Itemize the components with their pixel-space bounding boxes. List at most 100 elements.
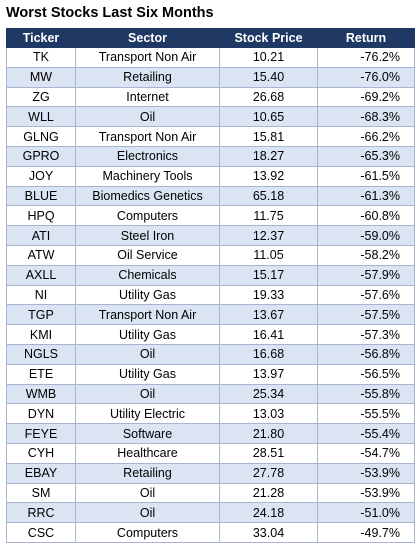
- sector-cell: Utility Gas: [75, 284, 220, 306]
- ticker-cell: TGP: [6, 304, 76, 326]
- table-row: NGLS Oil 16.68 -56.8%: [6, 343, 415, 365]
- table-row: TGP Transport Non Air 13.67 -57.5%: [6, 304, 415, 326]
- return-cell: -57.5%: [317, 304, 415, 326]
- sector-cell: Retailing: [75, 66, 220, 88]
- table-row: AXLL Chemicals 15.17 -57.9%: [6, 264, 415, 286]
- ticker-cell: MW: [6, 66, 76, 88]
- ticker-cell: JOY: [6, 165, 76, 187]
- ticker-cell: EBAY: [6, 462, 76, 484]
- ticker-cell: GLNG: [6, 126, 76, 147]
- ticker-cell: TK: [6, 47, 76, 68]
- return-cell: -76.0%: [317, 66, 415, 88]
- return-cell: -69.2%: [317, 86, 415, 108]
- sector-cell: Oil: [75, 482, 220, 504]
- ticker-cell: CYH: [6, 442, 76, 464]
- ticker-cell: WMB: [6, 383, 76, 405]
- return-cell: -56.8%: [317, 343, 415, 365]
- sector-cell: Oil: [75, 383, 220, 405]
- column-header-return[interactable]: Return: [317, 28, 415, 48]
- return-cell: -68.3%: [317, 106, 415, 128]
- ticker-cell: KMI: [6, 324, 76, 345]
- table-row: NI Utility Gas 19.33 -57.6%: [6, 284, 415, 306]
- sector-cell: Software: [75, 423, 220, 444]
- ticker-cell: HPQ: [6, 205, 76, 227]
- sector-cell: Transport Non Air: [75, 304, 220, 326]
- table-row: GPRO Electronics 18.27 -65.3%: [6, 145, 415, 167]
- price-cell: 10.65: [219, 106, 318, 128]
- price-cell: 33.04: [219, 522, 318, 543]
- price-cell: 65.18: [219, 185, 318, 207]
- table-row: ETE Utility Gas 13.97 -56.5%: [6, 363, 415, 385]
- sector-cell: Oil Service: [75, 244, 220, 266]
- price-cell: 18.27: [219, 145, 318, 167]
- price-cell: 15.40: [219, 66, 318, 88]
- table-row: CYH Healthcare 28.51 -54.7%: [6, 442, 415, 464]
- price-cell: 12.37: [219, 225, 318, 246]
- return-cell: -57.3%: [317, 324, 415, 345]
- ticker-cell: ZG: [6, 86, 76, 108]
- sector-cell: Utility Gas: [75, 324, 220, 345]
- price-cell: 13.03: [219, 403, 318, 425]
- return-cell: -53.9%: [317, 482, 415, 504]
- sector-cell: Internet: [75, 86, 220, 108]
- return-cell: -61.5%: [317, 165, 415, 187]
- sector-cell: Computers: [75, 522, 220, 543]
- price-cell: 13.92: [219, 165, 318, 187]
- return-cell: -49.7%: [317, 522, 415, 543]
- sector-cell: Oil: [75, 106, 220, 128]
- table-row: GLNG Transport Non Air 15.81 -66.2%: [6, 126, 415, 147]
- price-cell: 24.18: [219, 502, 318, 524]
- price-cell: 15.81: [219, 126, 318, 147]
- price-cell: 25.34: [219, 383, 318, 405]
- table-row: SM Oil 21.28 -53.9%: [6, 482, 415, 504]
- sector-cell: Oil: [75, 502, 220, 524]
- return-cell: -59.0%: [317, 225, 415, 246]
- price-cell: 26.68: [219, 86, 318, 108]
- ticker-cell: ETE: [6, 363, 76, 385]
- sector-cell: Transport Non Air: [75, 126, 220, 147]
- price-cell: 10.21: [219, 47, 318, 68]
- price-cell: 28.51: [219, 442, 318, 464]
- ticker-cell: WLL: [6, 106, 76, 128]
- sector-cell: Biomedics Genetics: [75, 185, 220, 207]
- ticker-cell: CSC: [6, 522, 76, 543]
- table-row: CSC Computers 33.04 -49.7%: [6, 522, 415, 543]
- sector-cell: Healthcare: [75, 442, 220, 464]
- sector-cell: Computers: [75, 205, 220, 227]
- table-body: TK Transport Non Air 10.21 -76.2% MW Retaili…: [6, 47, 415, 543]
- column-header-stock-price[interactable]: Stock Price: [219, 28, 318, 48]
- sector-cell: Steel Iron: [75, 225, 220, 246]
- table-row: FEYE Software 21.80 -55.4%: [6, 423, 415, 444]
- ticker-cell: NGLS: [6, 343, 76, 365]
- price-cell: 11.75: [219, 205, 318, 227]
- sector-cell: Machinery Tools: [75, 165, 220, 187]
- table-row: EBAY Retailing 27.78 -53.9%: [6, 462, 415, 484]
- table-row: MW Retailing 15.40 -76.0%: [6, 66, 415, 88]
- sector-cell: Retailing: [75, 462, 220, 484]
- table-row: ATW Oil Service 11.05 -58.2%: [6, 244, 415, 266]
- return-cell: -51.0%: [317, 502, 415, 524]
- price-cell: 11.05: [219, 244, 318, 266]
- table-row: HPQ Computers 11.75 -60.8%: [6, 205, 415, 227]
- price-cell: 15.17: [219, 264, 318, 286]
- table-row: ATI Steel Iron 12.37 -59.0%: [6, 225, 415, 246]
- sector-cell: Utility Gas: [75, 363, 220, 385]
- return-cell: -54.7%: [317, 442, 415, 464]
- return-cell: -55.8%: [317, 383, 415, 405]
- ticker-cell: DYN: [6, 403, 76, 425]
- column-header-ticker[interactable]: Ticker: [6, 28, 76, 48]
- return-cell: -65.3%: [317, 145, 415, 167]
- column-header-sector[interactable]: Sector: [75, 28, 220, 48]
- sector-cell: Chemicals: [75, 264, 220, 286]
- price-cell: 21.28: [219, 482, 318, 504]
- price-cell: 16.68: [219, 343, 318, 365]
- sector-cell: Utility Electric: [75, 403, 220, 425]
- ticker-cell: SM: [6, 482, 76, 504]
- ticker-cell: RRC: [6, 502, 76, 524]
- table-row: JOY Machinery Tools 13.92 -61.5%: [6, 165, 415, 187]
- return-cell: -61.3%: [317, 185, 415, 207]
- stocks-table: Ticker Sector Stock Price Return TK Trans…: [6, 28, 415, 543]
- return-cell: -66.2%: [317, 126, 415, 147]
- return-cell: -55.5%: [317, 403, 415, 425]
- table-row: WMB Oil 25.34 -55.8%: [6, 383, 415, 405]
